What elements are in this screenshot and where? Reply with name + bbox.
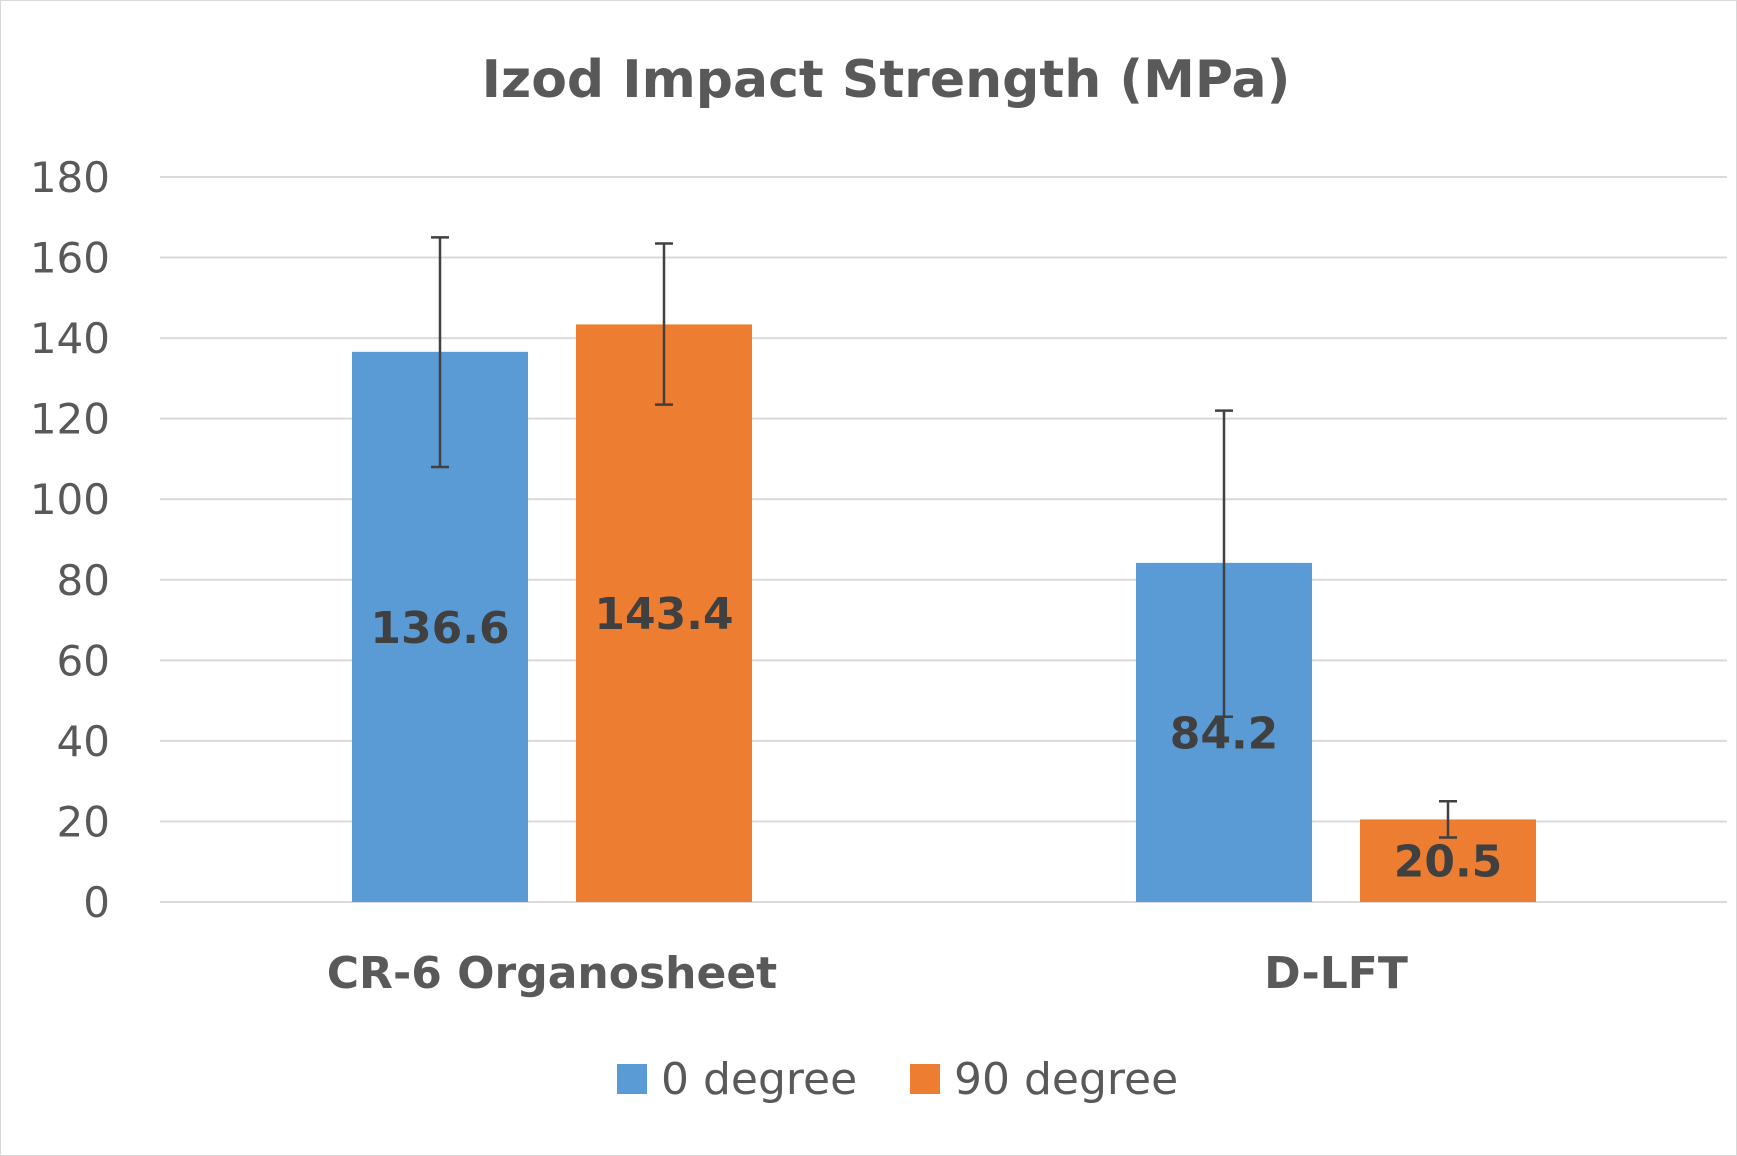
- legend-label-0: 0 degree: [661, 1054, 857, 1105]
- x-category-label-1: D-LFT: [1264, 948, 1408, 999]
- y-tick-label-40: 40: [57, 717, 110, 766]
- y-tick-label-140: 140: [30, 314, 110, 363]
- y-axis-ticks: 0 20 40 60 80 100 120 140 160 180: [30, 153, 110, 927]
- y-tick-label-100: 100: [30, 475, 110, 524]
- y-tick-label-80: 80: [57, 556, 110, 605]
- bars: [352, 324, 1536, 903]
- data-label-0-1: 84.2: [1170, 708, 1279, 759]
- chart-title: Izod Impact Strength (MPa): [482, 50, 1291, 110]
- data-label-1-1: 20.5: [1394, 837, 1503, 888]
- data-label-0-0: 136.6: [370, 603, 509, 654]
- legend-label-1: 90 degree: [954, 1054, 1178, 1105]
- x-axis-categories: CR-6 Organosheet D-LFT: [327, 948, 1408, 999]
- legend-swatch-1: [910, 1064, 940, 1094]
- data-labels: 136.6 84.2 143.4 20.5: [370, 589, 1502, 888]
- y-tick-label-160: 160: [30, 234, 110, 283]
- data-label-1-0: 143.4: [594, 589, 733, 640]
- legend-swatch-0: [617, 1064, 647, 1094]
- y-tick-label-120: 120: [30, 395, 110, 444]
- x-category-label-0: CR-6 Organosheet: [327, 948, 777, 999]
- error-bars: [431, 236, 1457, 839]
- y-tick-label-20: 20: [57, 797, 110, 846]
- y-tick-label-60: 60: [57, 636, 110, 685]
- y-tick-label-180: 180: [30, 153, 110, 202]
- bar-1-0: [576, 324, 752, 903]
- legend: 0 degree 90 degree: [617, 1054, 1178, 1105]
- y-tick-label-0: 0: [83, 878, 110, 927]
